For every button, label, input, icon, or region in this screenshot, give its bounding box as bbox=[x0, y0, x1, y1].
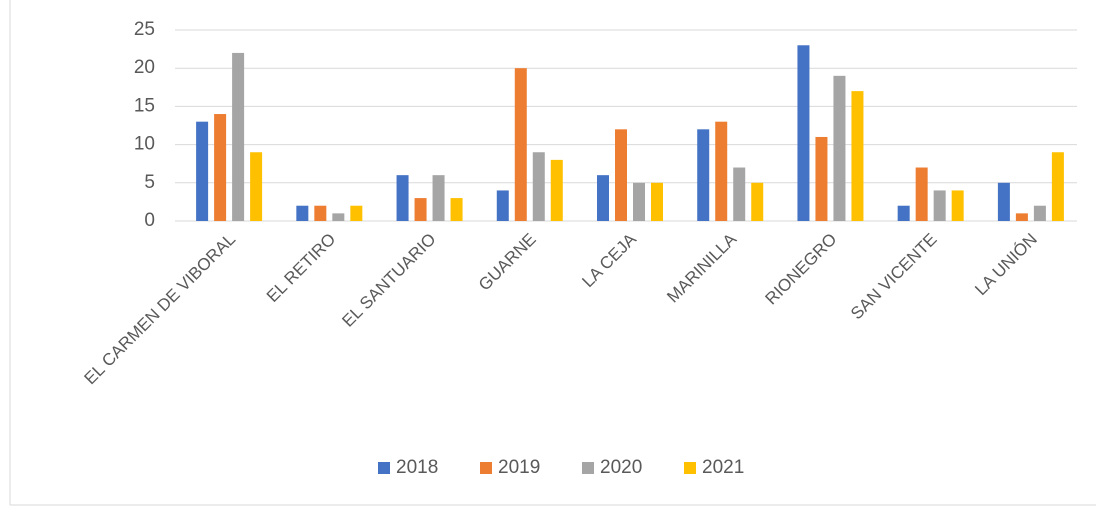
legend-label: 2019 bbox=[498, 457, 540, 478]
legend-label: 2018 bbox=[396, 457, 438, 478]
bar bbox=[332, 213, 345, 221]
x-tick-label: MARINILLA bbox=[663, 229, 740, 306]
bar bbox=[851, 91, 864, 222]
bar bbox=[651, 182, 663, 221]
bar bbox=[933, 190, 946, 221]
legend-swatch bbox=[480, 462, 492, 474]
bar bbox=[232, 52, 245, 221]
legend-swatch bbox=[684, 462, 696, 474]
bar bbox=[597, 175, 609, 221]
bar bbox=[296, 205, 309, 221]
y-tick-label: 10 bbox=[134, 134, 155, 155]
x-tick-label: EL RETIRO bbox=[263, 230, 339, 306]
bar bbox=[414, 198, 427, 221]
bar bbox=[396, 175, 409, 221]
bar bbox=[1051, 152, 1064, 221]
bar bbox=[615, 129, 627, 221]
bar bbox=[951, 190, 964, 221]
bar bbox=[350, 205, 363, 221]
bar bbox=[314, 205, 327, 221]
bar bbox=[797, 45, 810, 221]
bar bbox=[214, 114, 227, 221]
bar bbox=[897, 205, 910, 221]
bar bbox=[450, 198, 463, 221]
bar bbox=[733, 167, 746, 221]
x-tick-label: EL CARMEN DE VIBORAL bbox=[80, 230, 239, 389]
bar bbox=[514, 68, 527, 221]
bar bbox=[196, 121, 209, 221]
bar bbox=[432, 175, 445, 221]
x-tick-label: LA UNIÓN bbox=[971, 230, 1041, 300]
y-tick-label: 20 bbox=[134, 57, 155, 78]
bar bbox=[532, 152, 545, 221]
bar bbox=[633, 182, 645, 221]
bar bbox=[997, 182, 1010, 221]
x-tick-label: LA CEJA bbox=[578, 229, 640, 291]
bar bbox=[833, 75, 846, 221]
y-tick-label: 15 bbox=[134, 95, 155, 116]
bar bbox=[1015, 213, 1028, 221]
x-tick-label: SAN VICENTE bbox=[847, 230, 941, 324]
legend-label: 2020 bbox=[600, 457, 642, 478]
legend-label: 2021 bbox=[702, 457, 744, 478]
y-tick-label: 5 bbox=[144, 172, 155, 193]
x-tick-label: RIONEGRO bbox=[762, 230, 841, 309]
legend-swatch bbox=[582, 462, 594, 474]
x-tick-label: GUARNE bbox=[475, 230, 540, 295]
y-tick-label: 25 bbox=[134, 19, 155, 40]
legend-swatch bbox=[378, 462, 390, 474]
bar bbox=[250, 152, 263, 221]
bar bbox=[1033, 205, 1046, 221]
x-tick-label: EL SANTUARIO bbox=[338, 230, 439, 331]
bar bbox=[751, 182, 764, 221]
bar bbox=[496, 190, 509, 221]
bar bbox=[815, 136, 828, 221]
bar bbox=[697, 129, 710, 221]
bar bbox=[550, 159, 563, 221]
bar bbox=[915, 167, 928, 221]
bar bbox=[715, 121, 728, 221]
y-tick-label: 0 bbox=[144, 210, 155, 231]
